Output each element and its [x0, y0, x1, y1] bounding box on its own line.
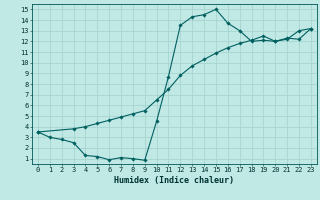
X-axis label: Humidex (Indice chaleur): Humidex (Indice chaleur)	[115, 176, 234, 185]
